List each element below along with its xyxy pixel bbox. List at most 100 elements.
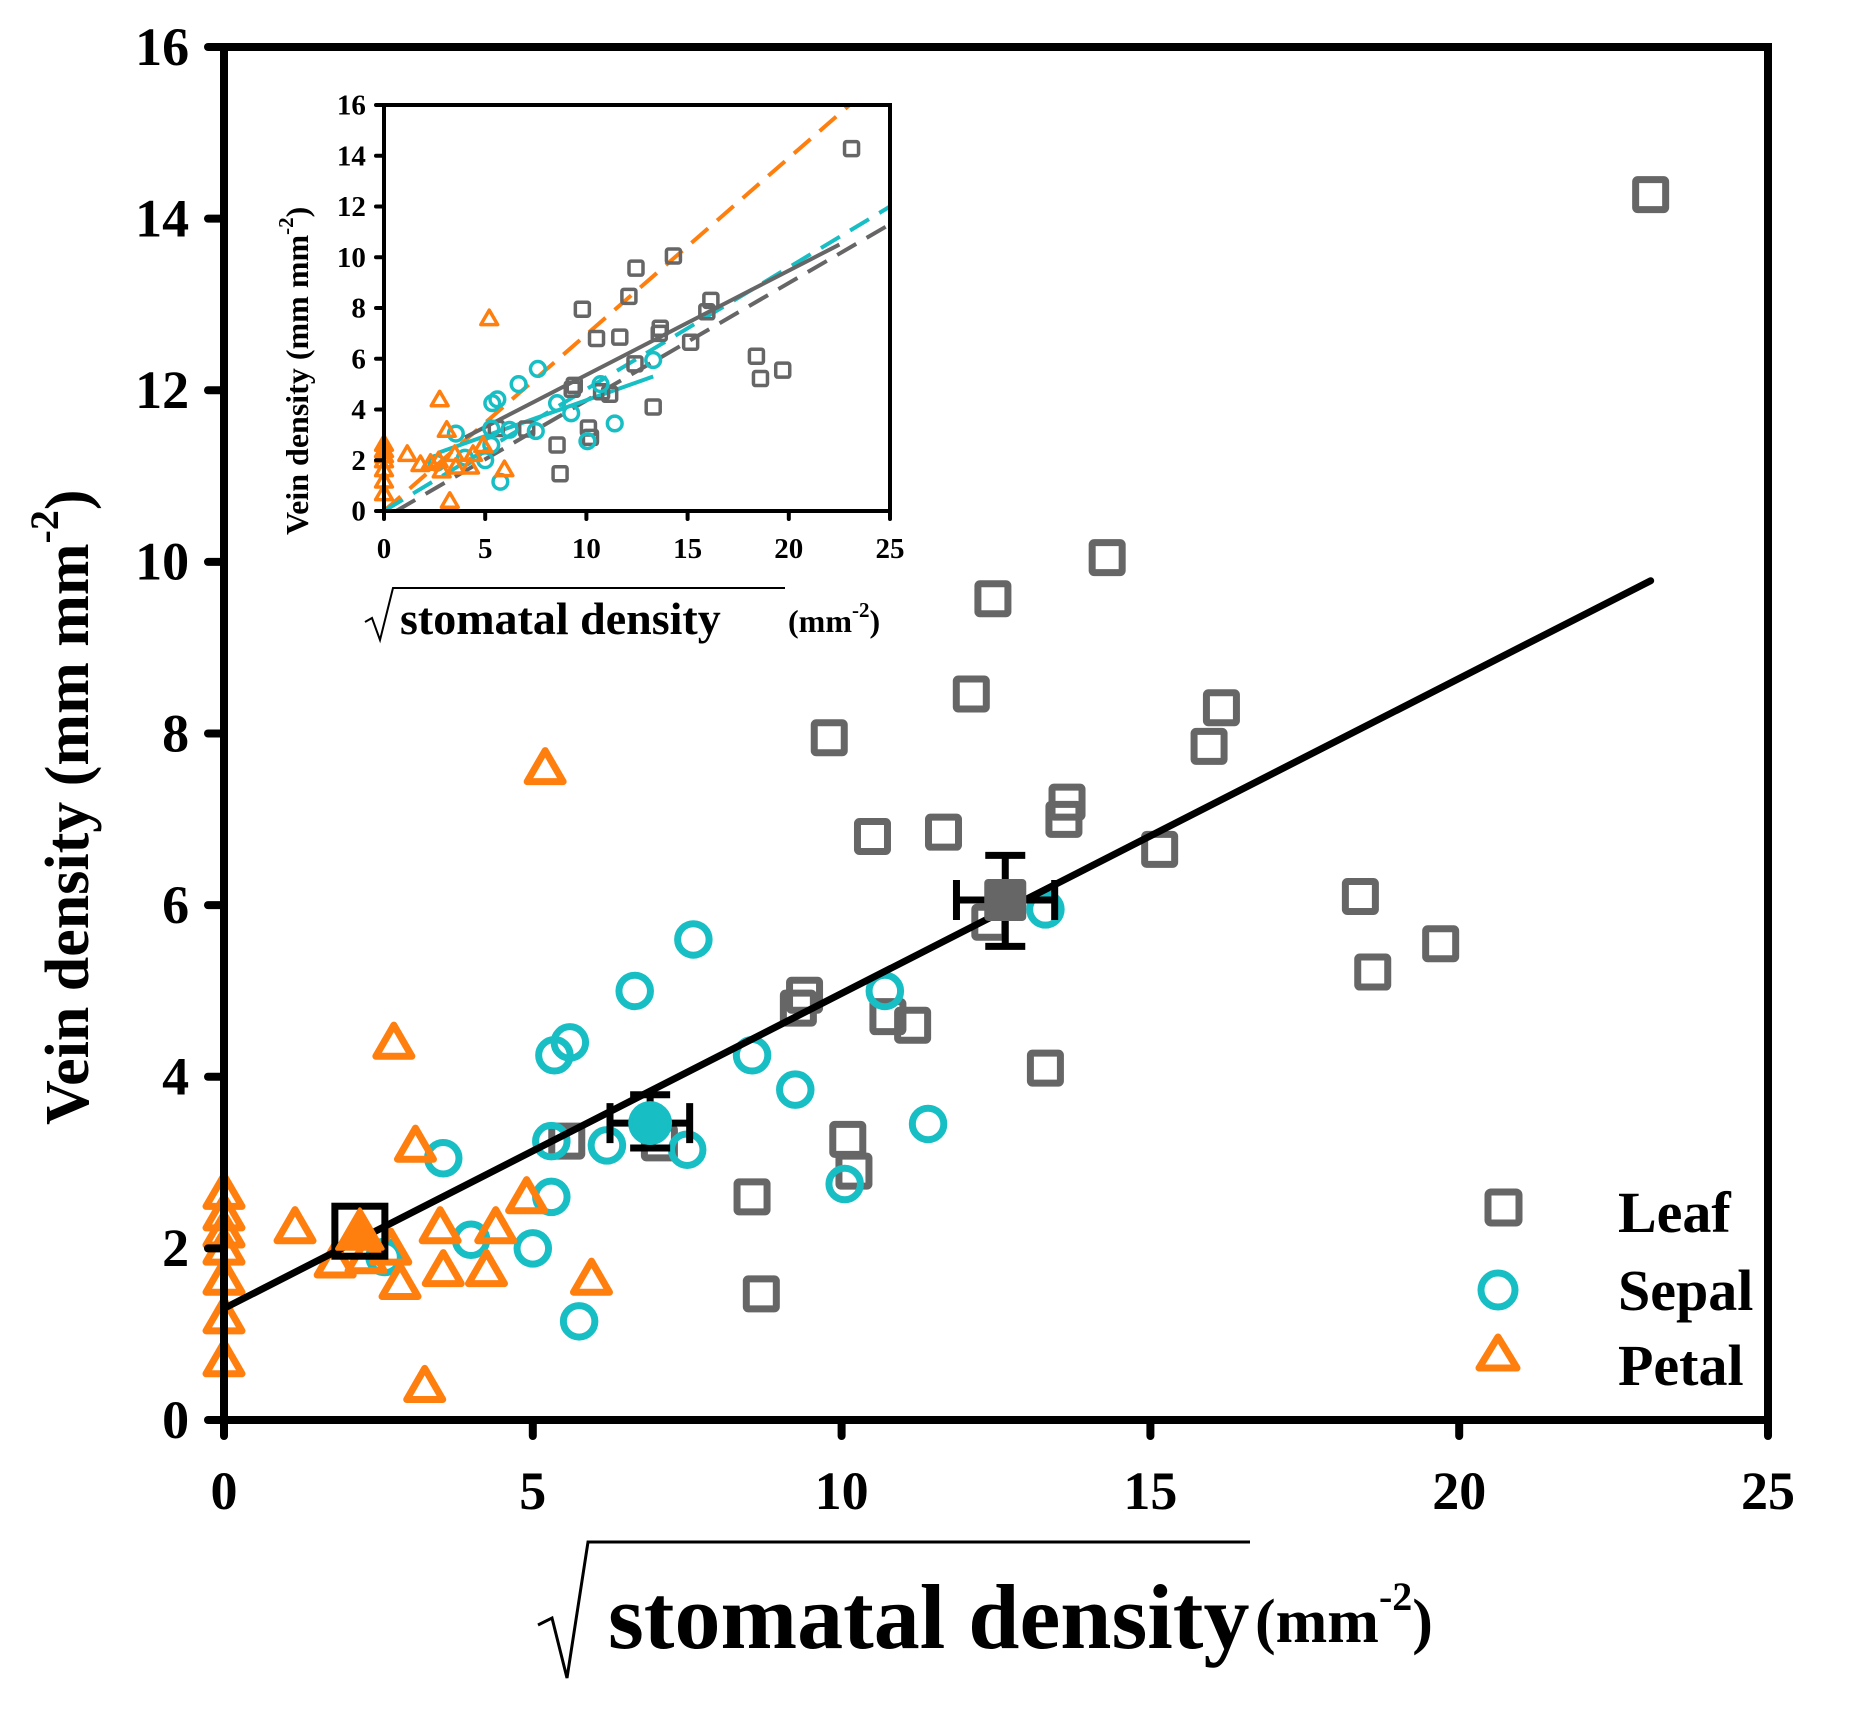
inset-leaf-point xyxy=(664,247,683,265)
inset-x-axis-label: stomatal density (mm-2) xyxy=(364,587,880,644)
petal-point xyxy=(372,1021,416,1060)
leaf-point xyxy=(869,998,907,1036)
leaf-point xyxy=(1190,727,1228,765)
legend-circle-icon xyxy=(1477,1269,1519,1311)
inset-sepal-point xyxy=(509,375,528,394)
inset-leaf-point xyxy=(842,139,861,158)
leaf-point xyxy=(742,1275,780,1313)
leaf-point xyxy=(829,1120,867,1158)
inset-y-tick-label: 16 xyxy=(337,90,366,122)
leaf-point xyxy=(853,817,891,855)
main-y-tick-label: 4 xyxy=(162,1047,189,1107)
leaf-point xyxy=(733,1178,771,1216)
inset-leaf-point xyxy=(551,464,569,483)
leaf-point xyxy=(1422,925,1460,963)
main-x-tick-labels: 0 5 10 15 20 25 xyxy=(211,1461,1796,1521)
inset-leaf-point xyxy=(698,303,716,321)
legend: Leaf Sepal Petal xyxy=(1475,1180,1753,1398)
inset-sepal-point xyxy=(591,375,610,394)
sepal-point xyxy=(776,1070,815,1109)
inset-sqrt-symbol xyxy=(364,587,785,644)
petal-point xyxy=(523,747,567,786)
inset-sepal-point xyxy=(644,350,663,370)
petal-point xyxy=(505,1176,549,1215)
series-petal xyxy=(202,747,613,1403)
sepal-point xyxy=(532,1121,571,1161)
inset-sepal-point xyxy=(578,432,597,451)
inset-y-tick-label: 0 xyxy=(351,496,366,528)
legend-item-petal: Petal xyxy=(1475,1333,1744,1398)
petal-point xyxy=(418,1206,462,1245)
inset-x-tick-label: 5 xyxy=(478,533,493,565)
inset-data-marks xyxy=(373,139,861,510)
inset-sepal-point xyxy=(500,420,519,439)
sepal-point xyxy=(615,971,654,1011)
leaf-point xyxy=(1341,878,1379,916)
inset-petal-point xyxy=(473,435,494,454)
petal-point xyxy=(474,1206,518,1245)
inset-fit-sepal-dashed xyxy=(382,204,892,513)
inset-leaf-point xyxy=(573,300,592,319)
leaf-point xyxy=(1088,539,1126,577)
inset-petal-point xyxy=(397,444,418,463)
legend-square-icon xyxy=(1484,1188,1523,1227)
inset-leaf-point xyxy=(681,333,700,352)
leaf-point xyxy=(952,675,990,713)
inset-sepal-point xyxy=(526,421,545,441)
leaf-point xyxy=(1202,689,1240,727)
main-y-tick-label: 12 xyxy=(135,360,189,420)
inset-sepal-point xyxy=(446,424,465,443)
inset-leaf-point xyxy=(611,328,629,346)
inset-background xyxy=(384,105,890,511)
petal-point xyxy=(273,1206,317,1245)
inset-leaf-point xyxy=(650,324,669,343)
main-y-tick-labels: 0 2 4 6 8 10 12 14 16 xyxy=(135,17,189,1450)
sepal-point xyxy=(825,1164,864,1204)
inset-y-tick-label: 6 xyxy=(351,343,366,375)
mean-leaf xyxy=(952,851,1059,950)
sepal-point xyxy=(559,1302,599,1341)
inset-petal-point xyxy=(428,450,449,469)
main-fit-line xyxy=(220,577,1655,1312)
inset-sepal-point xyxy=(605,414,624,433)
leaf-mean-marker xyxy=(984,878,1027,921)
inset-leaf-point xyxy=(644,398,662,416)
inset-petal-point xyxy=(459,456,481,475)
inset-leaf-point xyxy=(581,428,600,447)
main-x-tick-label: 15 xyxy=(1123,1461,1177,1521)
main-y-tick-label: 16 xyxy=(135,17,189,77)
inset-petal-point xyxy=(439,491,460,510)
inset-xlabel-unit: (mm-2) xyxy=(788,598,880,639)
leaf-point xyxy=(1045,800,1083,838)
leaf-point xyxy=(894,1006,932,1044)
error-box xyxy=(331,1202,389,1260)
inset-x-tick-label: 25 xyxy=(876,533,905,565)
inset-x-tick-label: 15 xyxy=(673,533,702,565)
inset-y-tick-labels: 0 2 4 6 8 10 12 14 16 xyxy=(337,90,366,528)
main-y-tick-label: 8 xyxy=(162,703,189,763)
sqrt-symbol xyxy=(537,1540,1250,1679)
sepal-point xyxy=(908,1104,948,1144)
inset-sepal-point xyxy=(562,404,581,423)
inset-x-tick-labels: 0 5 10 15 20 25 xyxy=(377,533,905,565)
main-x-tick-label: 20 xyxy=(1432,1461,1486,1521)
group-means xyxy=(331,851,1059,1260)
inset-petal-point xyxy=(429,389,450,408)
main-x-tick-label: 25 xyxy=(1741,1461,1795,1521)
main-x-axis-label: stomatal density (mm-2) xyxy=(537,1540,1433,1679)
inset-leaf-point xyxy=(751,369,770,388)
inset-plot: 0 5 10 15 20 25 0 2 4 6 8 10 12 14 16 stomatal densit… xyxy=(274,90,905,644)
inset-leaf-point xyxy=(747,347,766,365)
main-x-tick-label: 5 xyxy=(519,1461,546,1521)
main-y-tick-label: 6 xyxy=(162,875,189,935)
inset-ylabel: Vein density (mm mm-2) xyxy=(274,207,315,535)
inset-leaf-point xyxy=(565,376,584,395)
petal-point xyxy=(421,1249,465,1288)
leaf-point xyxy=(810,719,848,757)
inset-leaf-point xyxy=(563,380,581,398)
sepal-point xyxy=(1026,890,1065,929)
inset-x-tick-label: 10 xyxy=(572,533,601,565)
petal-point xyxy=(464,1249,508,1288)
